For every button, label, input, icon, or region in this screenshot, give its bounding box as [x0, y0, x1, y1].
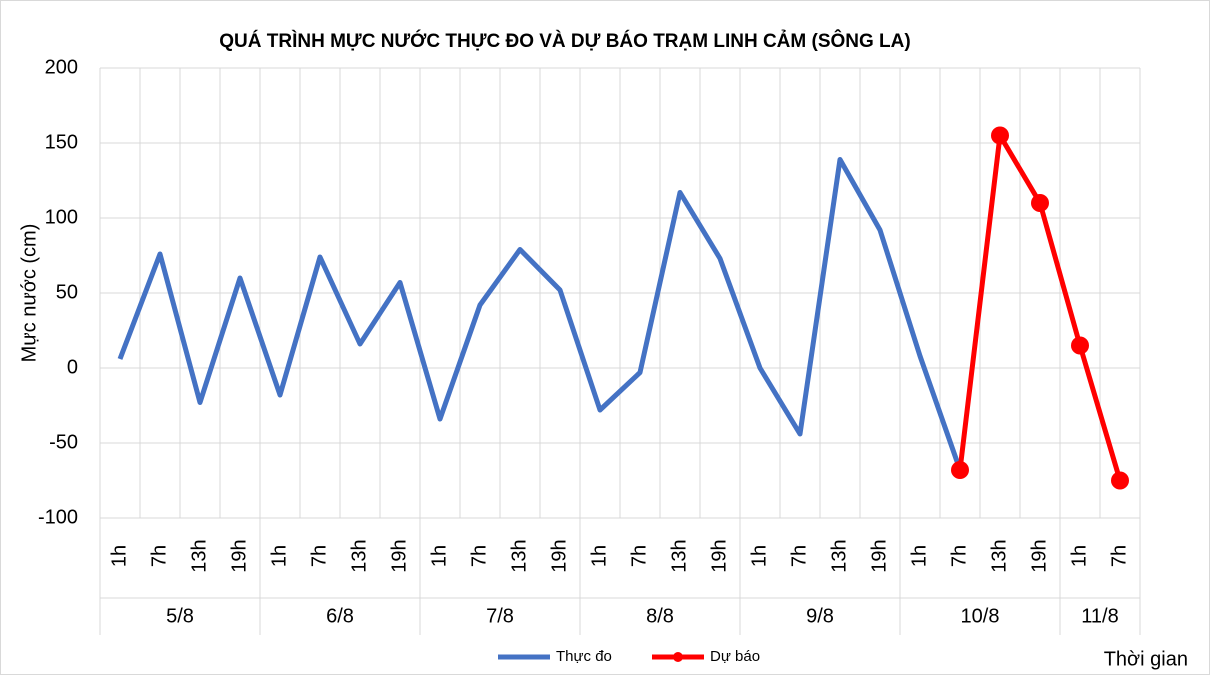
legend-label: Thực đo: [556, 648, 612, 665]
group-label: 7/8: [486, 605, 514, 627]
series-marker: [1071, 336, 1089, 355]
x-tick-label: 19h: [548, 539, 570, 572]
x-tick-label: 7h: [148, 545, 170, 567]
x-axis-title: Thời gian: [1104, 648, 1188, 670]
series-line: [117, 157, 963, 471]
y-tick-label: 150: [45, 131, 78, 153]
y-axis-title: Mực nước (cm): [18, 224, 40, 363]
x-tick-label: 13h: [508, 539, 530, 572]
legend-label: Dự báo: [710, 648, 760, 665]
x-tick-label: 7h: [628, 545, 650, 567]
series-marker: [951, 461, 969, 479]
x-tick-label: 19h: [708, 539, 730, 572]
x-tick-label: 1h: [1068, 545, 1090, 567]
series-marker: [1111, 471, 1129, 490]
x-tick-label: 7h: [1108, 545, 1130, 567]
chart-title: QUÁ TRÌNH MỰC NƯỚC THỰC ĐO VÀ DỰ BÁO TRẠ…: [219, 30, 910, 52]
x-tick-label: 1h: [908, 545, 930, 567]
y-tick-label: 100: [45, 206, 78, 228]
x-tick-label: 1h: [748, 545, 770, 567]
group-label: 8/8: [646, 605, 674, 627]
x-tick-label: 1h: [588, 545, 610, 567]
x-tick-label: 1h: [268, 545, 290, 567]
x-tick-label: 19h: [388, 539, 410, 572]
y-tick-label: 0: [67, 356, 78, 378]
y-tick-label: -100: [38, 506, 78, 528]
x-tick-label: 1h: [428, 545, 450, 567]
x-tick-label: 13h: [188, 539, 210, 572]
group-label: 6/8: [326, 605, 354, 627]
x-tick-label: 7h: [308, 545, 330, 567]
x-tick-label: 19h: [868, 539, 890, 572]
y-tick-label: 50: [56, 281, 78, 303]
x-tick-label: 13h: [988, 539, 1010, 572]
x-tick-label: 19h: [1028, 539, 1050, 572]
x-tick-label: 7h: [788, 545, 810, 567]
group-label: 10/8: [961, 605, 1000, 627]
x-tick-label: 1h: [108, 545, 130, 567]
x-tick-label: 7h: [468, 545, 490, 567]
x-tick-label: 13h: [828, 539, 850, 572]
legend-marker: [673, 652, 683, 662]
x-tick-label: 13h: [668, 539, 690, 572]
x-tick-label: 13h: [348, 539, 370, 572]
series-marker: [991, 126, 1009, 145]
x-tick-label: 19h: [228, 539, 250, 572]
group-label: 5/8: [166, 605, 194, 627]
group-label: 11/8: [1081, 605, 1118, 627]
y-tick-label: -50: [49, 431, 78, 453]
x-tick-label: 7h: [948, 545, 970, 567]
series-marker: [1031, 194, 1049, 212]
group-label: 9/8: [806, 605, 834, 627]
y-tick-label: 200: [45, 56, 78, 78]
